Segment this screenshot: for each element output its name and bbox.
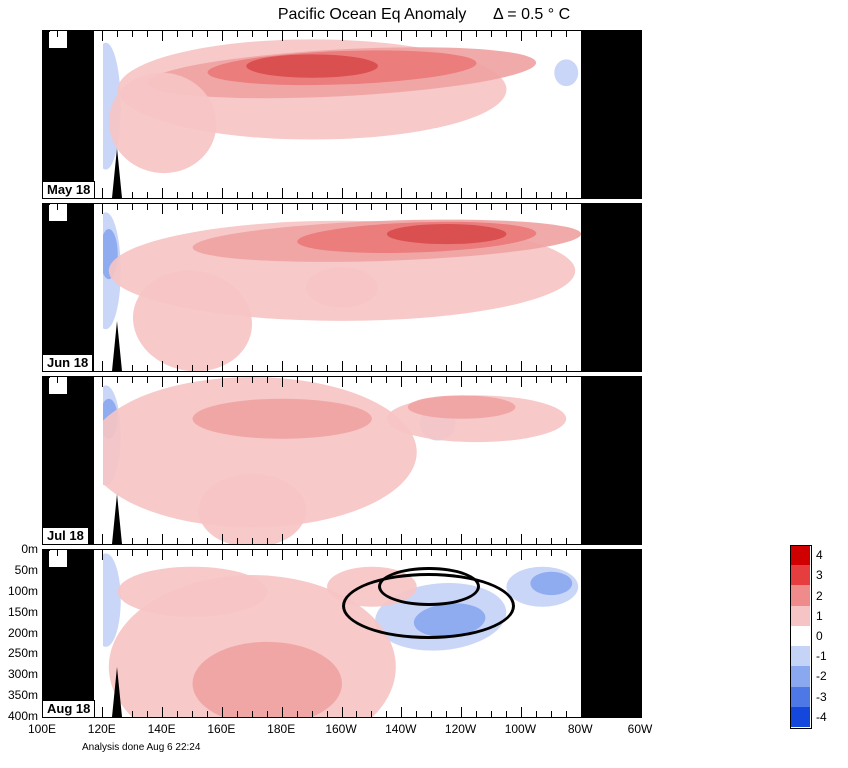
x-tick-label: 160E <box>207 722 235 736</box>
bathymetry-spike <box>112 494 122 544</box>
annotation-ellipse <box>378 567 480 606</box>
panel-jun-18: Jun 18 <box>42 203 642 372</box>
y-tick-label: 100m <box>2 584 38 598</box>
panel-label: Jul 18 <box>43 527 89 544</box>
bathymetry-spike <box>112 321 122 371</box>
title-delta-text: Δ = 0.5 ° C <box>493 6 570 23</box>
bathymetry-spike <box>112 148 122 198</box>
colorbar-label: 2 <box>816 589 823 603</box>
colorbar-label: -3 <box>816 690 827 704</box>
coast-nub <box>49 550 67 567</box>
panel-canvas <box>43 204 641 371</box>
figure-root: Pacific Ocean Eq Anomaly Δ = 0.5 ° C May… <box>0 0 848 768</box>
y-tick-label: 150m <box>2 605 38 619</box>
colorbar-label: -2 <box>816 669 827 683</box>
chart-title: Pacific Ocean Eq Anomaly Δ = 0.5 ° C <box>0 6 848 24</box>
panel-canvas <box>43 377 641 544</box>
y-tick-label: 50m <box>2 563 38 577</box>
panel-right-dotted-edge <box>640 377 641 544</box>
y-tick-label: 0m <box>2 542 38 556</box>
panel-right-dotted-edge <box>640 550 641 717</box>
title-main-text: Pacific Ocean Eq Anomaly <box>278 6 467 23</box>
coast-nub <box>49 204 67 221</box>
panel-may-18: May 18 <box>42 30 642 199</box>
panel-aug-18: Aug 18 <box>42 549 642 718</box>
x-tick-label: 120E <box>88 722 116 736</box>
bathymetry-spike <box>112 667 122 717</box>
panel-label: Jun 18 <box>43 354 93 371</box>
colorbar: 4 3 2 1 0 -1 -2 -3 -4 <box>790 545 848 727</box>
footer-caption: Analysis done Aug 6 22:24 <box>82 742 200 753</box>
x-tick-label: 140W <box>385 722 416 736</box>
y-tick-label: 250m <box>2 646 38 660</box>
panel-label: Aug 18 <box>43 700 95 717</box>
bathymetry-gap <box>94 377 103 544</box>
x-tick-label: 60W <box>628 722 653 736</box>
land-mask-right <box>581 377 641 544</box>
colorbar-label: -1 <box>816 649 827 663</box>
x-tick-label: 80W <box>568 722 593 736</box>
x-tick-label: 100W <box>505 722 536 736</box>
x-tick-label: 120W <box>445 722 476 736</box>
land-mask-right <box>581 550 641 717</box>
land-mask-right <box>581 31 641 198</box>
panel-canvas <box>43 550 641 717</box>
x-tick-label: 100E <box>28 722 56 736</box>
x-tick-label: 140E <box>148 722 176 736</box>
panel-right-dotted-edge <box>640 204 641 371</box>
colorbar-label: -4 <box>816 710 827 724</box>
colorbar-outline <box>790 545 812 729</box>
colorbar-label: 3 <box>816 568 823 582</box>
bathymetry-gap <box>94 550 103 717</box>
coast-nub <box>49 377 67 394</box>
panel-jul-18: Jul 18 <box>42 376 642 545</box>
land-mask-left <box>43 31 94 198</box>
y-tick-label: 400m <box>2 709 38 723</box>
coast-nub <box>49 31 67 48</box>
land-mask-left <box>43 550 94 717</box>
panel-canvas <box>43 31 641 198</box>
land-mask-left <box>43 204 94 371</box>
x-tick-label: 180E <box>267 722 295 736</box>
panel-right-dotted-edge <box>640 31 641 198</box>
x-tick-label: 160W <box>325 722 356 736</box>
y-tick-label: 200m <box>2 626 38 640</box>
y-tick-label: 300m <box>2 667 38 681</box>
colorbar-label: 4 <box>816 548 823 562</box>
y-tick-label: 350m <box>2 688 38 702</box>
land-mask-left <box>43 377 94 544</box>
colorbar-label: 0 <box>816 629 823 643</box>
bathymetry-gap <box>94 31 103 198</box>
bathymetry-gap <box>94 204 103 371</box>
panel-label: May 18 <box>43 181 95 198</box>
footer-text: Analysis done Aug 6 22:24 <box>82 742 200 753</box>
colorbar-label: 1 <box>816 609 823 623</box>
land-mask-right <box>581 204 641 371</box>
